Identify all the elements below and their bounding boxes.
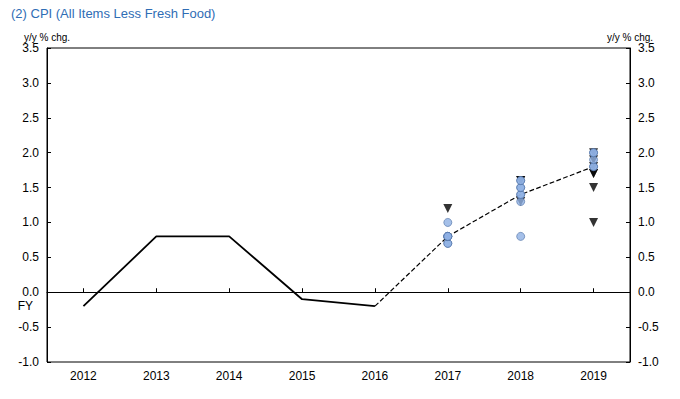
svg-text:0.0: 0.0 — [638, 285, 655, 299]
svg-text:2014: 2014 — [216, 369, 243, 383]
svg-text:3.0: 3.0 — [638, 76, 655, 90]
svg-text:2018: 2018 — [507, 369, 534, 383]
svg-text:0.0: 0.0 — [22, 285, 39, 299]
svg-text:0.5: 0.5 — [22, 250, 39, 264]
svg-text:2019: 2019 — [580, 369, 607, 383]
svg-text:-0.5: -0.5 — [18, 320, 39, 334]
svg-text:2012: 2012 — [70, 369, 97, 383]
svg-text:0.5: 0.5 — [638, 250, 655, 264]
svg-text:-0.5: -0.5 — [638, 320, 659, 334]
svg-text:-1.0: -1.0 — [638, 355, 659, 369]
svg-text:FY: FY — [18, 299, 33, 313]
svg-text:-1.0: -1.0 — [18, 355, 39, 369]
svg-text:3.5: 3.5 — [22, 41, 39, 55]
svg-text:2.0: 2.0 — [22, 146, 39, 160]
svg-text:2013: 2013 — [143, 369, 170, 383]
svg-text:3.0: 3.0 — [22, 76, 39, 90]
svg-text:1.5: 1.5 — [22, 181, 39, 195]
svg-text:y/y % chg.: y/y % chg. — [23, 31, 71, 43]
svg-text:2015: 2015 — [289, 369, 316, 383]
svg-text:2.5: 2.5 — [638, 111, 655, 125]
svg-text:2.0: 2.0 — [638, 146, 655, 160]
svg-text:(2) CPI (All Items Less Fresh: (2) CPI (All Items Less Fresh Food) — [11, 6, 215, 21]
svg-text:1.5: 1.5 — [638, 181, 655, 195]
svg-text:y/y % chg.: y/y % chg. — [606, 31, 654, 43]
svg-text:2.5: 2.5 — [22, 111, 39, 125]
svg-text:1.0: 1.0 — [22, 215, 39, 229]
svg-text:2016: 2016 — [362, 369, 389, 383]
svg-text:1.0: 1.0 — [638, 215, 655, 229]
svg-text:2017: 2017 — [434, 369, 461, 383]
svg-text:3.5: 3.5 — [638, 41, 655, 55]
